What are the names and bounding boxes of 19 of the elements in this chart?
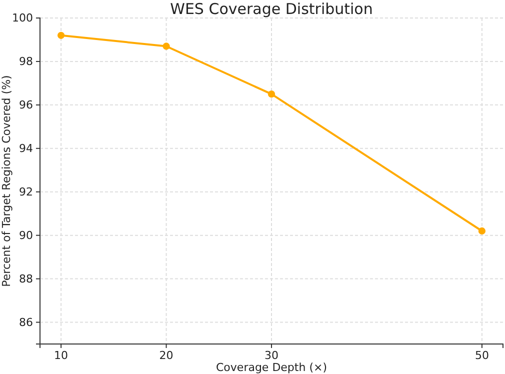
y-tick-label: 90: [19, 228, 33, 242]
y-tick-label: 100: [12, 12, 33, 25]
x-tick-label: 20: [159, 348, 174, 362]
x-axis-title: Coverage Depth (×): [216, 361, 327, 374]
point: [268, 90, 276, 98]
y-tick-label: 92: [19, 185, 33, 198]
point: [57, 32, 65, 39]
y-tick-label: 88: [19, 272, 33, 286]
y-axis-title: Percent of Target Regions Covered (%): [0, 75, 13, 287]
y-tick-label: 94: [19, 142, 33, 155]
x-tick-label: 10: [54, 348, 68, 362]
y-tick-label: 86: [19, 316, 33, 329]
chart-title: WES Coverage Distribution: [170, 0, 373, 18]
point: [478, 227, 486, 235]
y-tick-label: 98: [19, 54, 33, 68]
x-tick-label: 30: [264, 348, 278, 362]
x-tick-label: 50: [474, 348, 489, 362]
point: [162, 42, 170, 50]
y-tick-label: 96: [19, 98, 33, 112]
